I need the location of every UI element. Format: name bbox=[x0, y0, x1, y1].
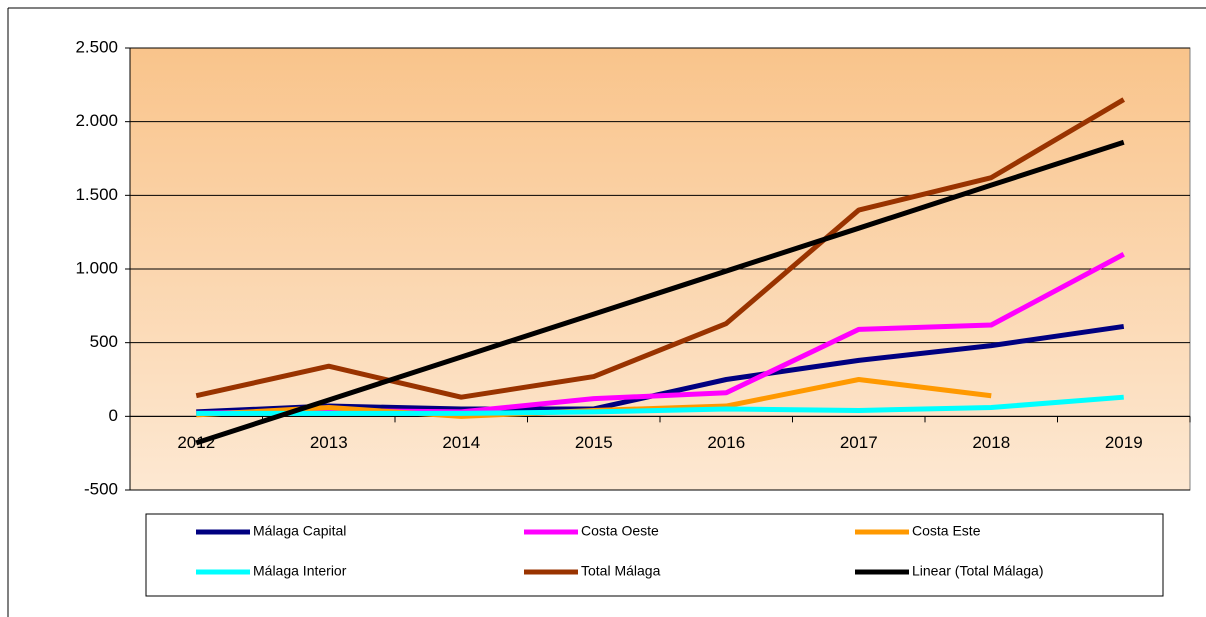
legend-label: Total Málaga bbox=[581, 563, 661, 579]
x-tick-label: 2018 bbox=[972, 433, 1010, 452]
x-tick-label: 2017 bbox=[840, 433, 878, 452]
legend-label: Málaga Capital bbox=[253, 523, 346, 539]
x-tick-label: 2016 bbox=[707, 433, 745, 452]
legend-label: Linear (Total Málaga) bbox=[912, 563, 1044, 579]
series-line bbox=[195, 139, 1125, 446]
y-tick-label: 0 bbox=[109, 406, 118, 425]
y-tick-label: 1.000 bbox=[75, 258, 118, 277]
y-tick-label: 1.500 bbox=[75, 185, 118, 204]
legend-label: Costa Este bbox=[912, 523, 981, 539]
y-tick-label: 500 bbox=[90, 332, 118, 351]
series-line bbox=[195, 97, 1126, 400]
legend-label: Málaga Interior bbox=[253, 563, 347, 579]
x-tick-label: 2019 bbox=[1105, 433, 1143, 452]
x-tick-label: 2013 bbox=[310, 433, 348, 452]
y-tick-label: 2.000 bbox=[75, 111, 118, 130]
y-tick-label: 2.500 bbox=[75, 37, 118, 56]
y-tick-label: -500 bbox=[84, 479, 118, 498]
x-tick-label: 2014 bbox=[442, 433, 480, 452]
series-line bbox=[196, 394, 1124, 416]
x-tick-label: 2015 bbox=[575, 433, 613, 452]
legend-items: Málaga Capital Costa Oeste Costa Este Málag… bbox=[196, 523, 1044, 579]
legend-label: Costa Oeste bbox=[581, 523, 659, 539]
legend bbox=[145, 513, 1164, 597]
